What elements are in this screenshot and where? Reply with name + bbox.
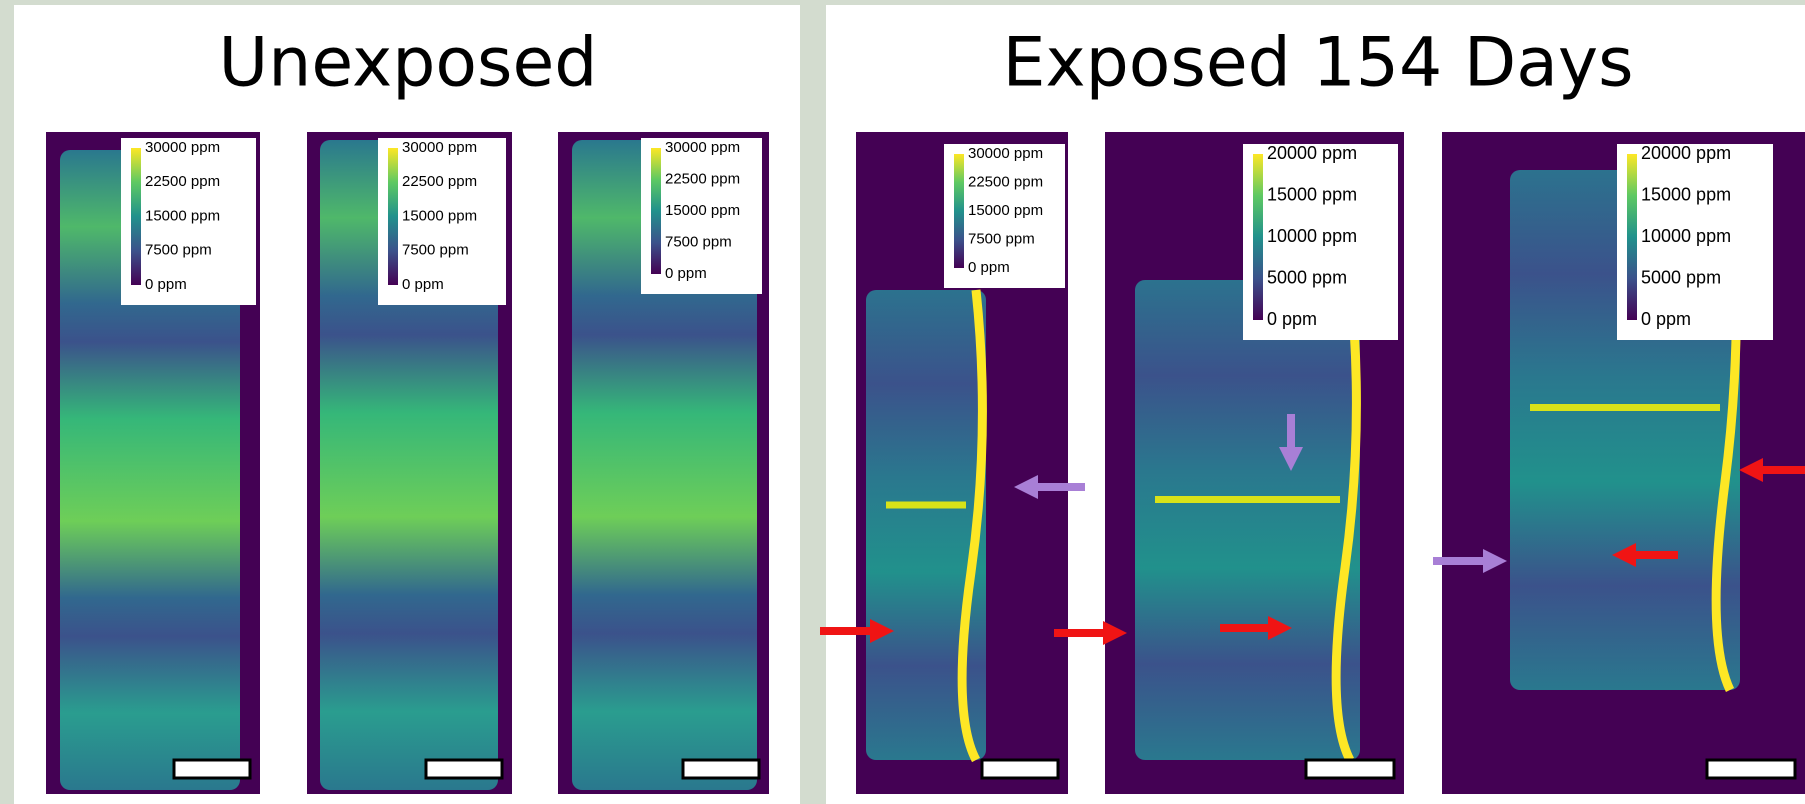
colorbar bbox=[1627, 154, 1637, 320]
panels: 30000 ppm 22500 ppm 15000 ppm 7500 ppm 0 ppm… bbox=[46, 132, 1805, 794]
scale-bar bbox=[982, 760, 1058, 778]
scale-bar bbox=[174, 760, 250, 778]
colorbar-label: 30000 ppm bbox=[968, 145, 1043, 162]
colorbar-label: 22500 ppm bbox=[145, 173, 220, 190]
colorbar bbox=[1253, 154, 1263, 320]
colorbar bbox=[131, 148, 141, 285]
scale-bar bbox=[683, 760, 759, 778]
colorbar-label: 15000 ppm bbox=[968, 202, 1043, 219]
colorbar-label: 7500 ppm bbox=[968, 230, 1035, 247]
yellow-band bbox=[1530, 404, 1720, 411]
colorbar-label: 0 ppm bbox=[1641, 309, 1691, 329]
scale-bar bbox=[1306, 760, 1394, 778]
colorbar-label: 20000 ppm bbox=[1267, 143, 1357, 163]
colorbar-label: 30000 ppm bbox=[402, 139, 477, 156]
colorbar-label: 10000 ppm bbox=[1267, 226, 1357, 246]
colorbar-label: 7500 ppm bbox=[402, 242, 469, 259]
colorbar bbox=[388, 148, 398, 285]
colorbar-label: 30000 ppm bbox=[145, 139, 220, 156]
colorbar-label: 0 ppm bbox=[1267, 309, 1317, 329]
yellow-band bbox=[1155, 496, 1340, 503]
colorbar-label: 5000 ppm bbox=[1267, 267, 1347, 287]
colorbar-label: 7500 ppm bbox=[665, 233, 732, 250]
colorbar-label: 20000 ppm bbox=[1641, 143, 1731, 163]
colorbar-label: 15000 ppm bbox=[1267, 184, 1357, 204]
colorbar-label: 0 ppm bbox=[968, 259, 1010, 276]
colorbar-label: 22500 ppm bbox=[665, 170, 740, 187]
colorbar-label: 22500 ppm bbox=[402, 173, 477, 190]
figure: Unexposed Exposed 154 Days 30000 ppm 2250… bbox=[0, 0, 1805, 804]
colorbar-label: 15000 ppm bbox=[665, 202, 740, 219]
colorbar-label: 0 ppm bbox=[402, 276, 444, 293]
colorbar-label: 30000 ppm bbox=[665, 139, 740, 156]
scale-bar bbox=[1707, 760, 1795, 778]
scale-bar bbox=[426, 760, 502, 778]
colorbar-label: 15000 ppm bbox=[402, 207, 477, 224]
colorbar-label: 22500 ppm bbox=[968, 173, 1043, 190]
sample bbox=[866, 290, 986, 760]
colorbar-label: 0 ppm bbox=[665, 265, 707, 282]
colorbar bbox=[954, 154, 964, 268]
right-title: Exposed 154 Days bbox=[1002, 24, 1633, 103]
sample bbox=[1135, 280, 1360, 760]
colorbar-label: 5000 ppm bbox=[1641, 267, 1721, 287]
colorbar-label: 0 ppm bbox=[145, 276, 187, 293]
colorbar-label: 10000 ppm bbox=[1641, 226, 1731, 246]
colorbar bbox=[651, 148, 661, 274]
left-title: Unexposed bbox=[219, 24, 598, 103]
colorbar-label: 15000 ppm bbox=[1641, 184, 1731, 204]
colorbar-label: 7500 ppm bbox=[145, 242, 212, 259]
yellow-band bbox=[886, 502, 966, 509]
colorbar-label: 15000 ppm bbox=[145, 207, 220, 224]
